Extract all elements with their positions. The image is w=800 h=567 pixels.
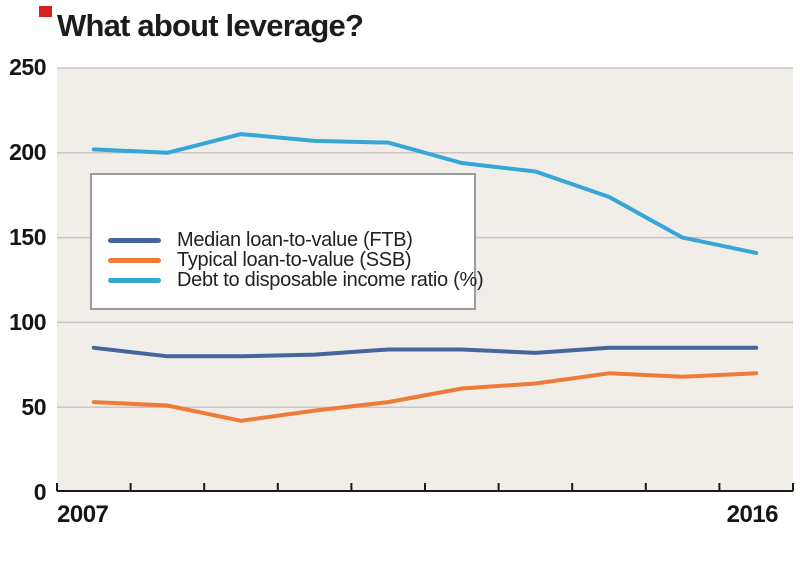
y-tick-label-150: 150 bbox=[9, 224, 46, 250]
y-tick-label-100: 100 bbox=[9, 309, 46, 335]
x-tick-label-2016: 2016 bbox=[726, 501, 779, 528]
y-tick-label-250: 250 bbox=[9, 54, 46, 80]
series-line-debt-income-ratio bbox=[91, 132, 759, 255]
legend-box: Median loan-to-value (FTB) Typical loan-… bbox=[90, 173, 484, 310]
legend-item-debt-income-ratio: Debt to disposable income ratio (%) bbox=[92, 269, 484, 291]
legend-item-typical-ltv-ssb: Typical loan-to-value (SSB) bbox=[92, 248, 474, 271]
series-line-median-ltv-ftb bbox=[91, 345, 759, 359]
legend-label-debt-income-ratio: Debt to disposable income ratio (%) bbox=[177, 268, 484, 291]
x-axis-ticks bbox=[56, 483, 794, 491]
legend-swatch-median-ltv-ftb bbox=[108, 237, 161, 243]
y-tick-label-50: 50 bbox=[21, 394, 46, 420]
series-line-typical-ltv-ssb bbox=[91, 371, 759, 423]
chart-title: What about leverage? bbox=[57, 8, 364, 43]
legend-swatch-debt-income-ratio bbox=[108, 277, 161, 283]
legend-label-median-ltv-ftb: Median loan-to-value (FTB) bbox=[177, 228, 413, 251]
x-tick-label-2007: 2007 bbox=[57, 501, 109, 528]
legend-label-typical-ltv-ssb: Typical loan-to-value (SSB) bbox=[177, 248, 412, 271]
legend-item-median-ltv-ftb: Median loan-to-value (FTB) bbox=[92, 228, 474, 251]
y-tick-label-0: 0 bbox=[33, 479, 47, 505]
red-accent-mark bbox=[39, 6, 52, 17]
legend-swatch-typical-ltv-ssb bbox=[108, 257, 161, 263]
y-tick-label-200: 200 bbox=[9, 139, 46, 165]
